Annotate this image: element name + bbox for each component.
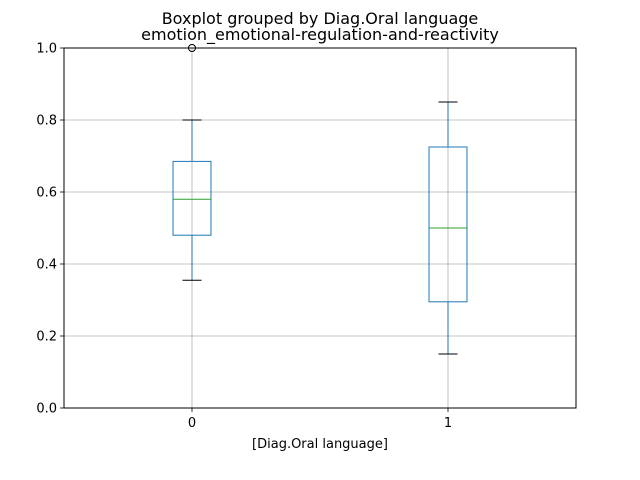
chart-subtitle: emotion_emotional-regulation-and-reactiv… — [141, 25, 499, 45]
y-tick-label: 1.0 — [36, 42, 57, 57]
y-tick-label: 0.8 — [36, 114, 57, 129]
grid-lines — [64, 47, 576, 409]
y-tick-label: 0.0 — [36, 402, 57, 417]
plot-frame — [63, 47, 577, 409]
y-tick-label: 0.2 — [36, 330, 57, 345]
iqr-box — [172, 160, 212, 236]
x-axis-label: [Diag.Oral language] — [252, 437, 388, 452]
x-tick-label: 1 — [444, 416, 452, 431]
y-tick-label: 0.4 — [36, 258, 57, 273]
y-tick-label: 0.6 — [36, 186, 57, 201]
axis-ticks: 0.0 0.2 0.4 0.6 0.8 1.0 0 1 — [36, 42, 452, 432]
boxes-group — [172, 44, 468, 355]
iqr-box — [428, 146, 468, 303]
x-tick-label: 0 — [188, 416, 196, 431]
box-group-1 — [428, 101, 468, 355]
chart-title: Boxplot grouped by Diag.Oral language — [162, 9, 479, 28]
